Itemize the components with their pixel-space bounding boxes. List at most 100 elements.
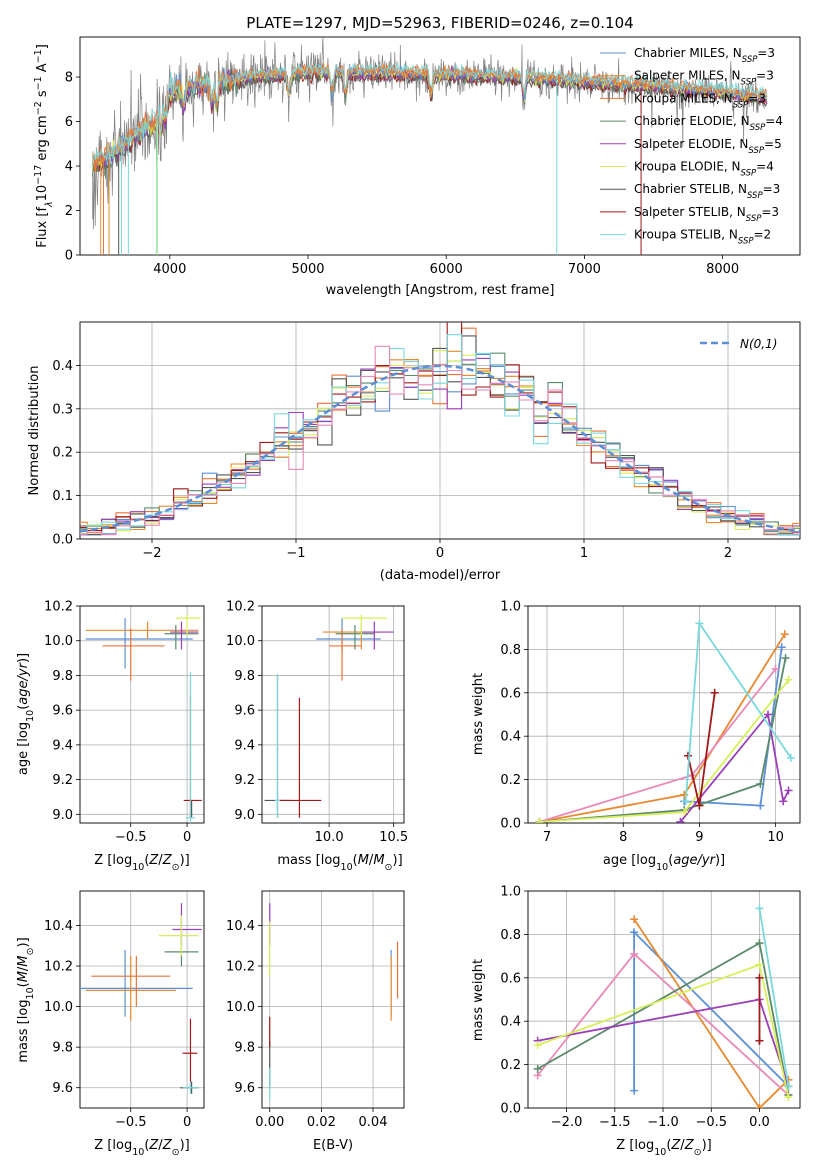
weight_vs_age-panel: 7 8 9 10 0.0 0.2 0.4 0.6 0.8 1.0 age [log10(age/yr… bbox=[471, 600, 801, 873]
mass_vs_EBV-ytick-label: 10.0 bbox=[226, 1000, 255, 1015]
weight_vs_Z-ytick-label: 0.0 bbox=[500, 1102, 521, 1117]
spectrum-xlabel: wavelength [Angstrom, rest frame] bbox=[326, 283, 555, 298]
mass_vs_EBV-ytick-label: 9.6 bbox=[234, 1081, 255, 1096]
mass_vs_EBV-panel: 0.00 0.02 0.04 9.6 9.8 10.0 10.2 10.4 E(B-V) bbox=[226, 890, 405, 1153]
mass_vs_Z-ytick-label: 10.4 bbox=[44, 919, 73, 934]
age_vs_Z-ytick-label: 10.0 bbox=[44, 634, 73, 649]
spectrum-xtick-label: 4000 bbox=[153, 262, 186, 277]
weight_vs_Z-xtick-label: −0.5 bbox=[695, 1115, 727, 1130]
age-vs-mass-xlabel: mass [log10(M/M⊙)] bbox=[277, 853, 402, 873]
weight_vs_age-frame bbox=[527, 605, 801, 824]
mass_vs_EBV-ytick-label: 10.4 bbox=[226, 919, 255, 934]
mass-vs-Z-ylabel: mass [log10(M/M⊙)] bbox=[16, 937, 36, 1062]
residuals-ytick-label: 0.3 bbox=[52, 402, 73, 417]
weight_vs_Z-ytick-label: 0.2 bbox=[500, 1058, 521, 1073]
weight_vs_Z-xtick-label: −2.0 bbox=[551, 1115, 583, 1130]
weight_vs_age-ytick-label: 0.0 bbox=[500, 817, 521, 832]
spectrum-ytick-label: 4 bbox=[65, 160, 73, 175]
spectrum-panel: 4000 5000 6000 7000 8000 0 2 4 6 8 wavelength [Ang… bbox=[33, 36, 801, 298]
spectrum-ytick-label: 8 bbox=[65, 71, 73, 86]
weight-line bbox=[539, 633, 786, 823]
weight-vs-Z-ylabel: mass weight bbox=[471, 959, 486, 1041]
mass_vs_EBV-xtick-label: 0.04 bbox=[359, 1115, 388, 1130]
residual-hist-line bbox=[80, 350, 800, 535]
mass_vs_Z-points bbox=[80, 903, 202, 1094]
age_vs_Z-panel: −0.5 0 9.0 9.2 9.4 9.6 9.8 10.0 10.2 Z [log10(Z/Z… bbox=[16, 600, 205, 873]
residuals-ylabel: Normed distribution bbox=[27, 366, 42, 496]
weight_vs_Z-xtick-label: 0.0 bbox=[749, 1115, 770, 1130]
residuals-xtick-label: 1 bbox=[580, 546, 588, 561]
legend-label: Kroupa ELODIE, NSSP=4 bbox=[634, 160, 774, 179]
mass_vs_Z-xtick-label: −0.5 bbox=[115, 1115, 147, 1130]
weight-line bbox=[633, 918, 790, 1108]
residuals-panel: −2 −1 0 1 2 0.0 0.1 0.2 0.3 0.4 N(0,1) (data-model)… bbox=[27, 321, 801, 583]
residuals-xtick-label: 2 bbox=[724, 546, 732, 561]
mass_vs_Z-panel: −0.5 0 9.6 9.8 10.0 10.2 10.4 Z [log10(Z/Z⊙)] ma… bbox=[16, 890, 205, 1158]
age_vs_Z-xtick-label: −0.5 bbox=[115, 830, 147, 845]
weight_vs_age-xtick-label: 10 bbox=[767, 830, 784, 845]
age_vs_mass-ytick-label: 10.0 bbox=[226, 634, 255, 649]
weight-line bbox=[684, 647, 783, 807]
weight_vs_Z-ytick-label: 0.8 bbox=[500, 928, 521, 943]
legend-label: Kroupa STELIB, NSSP=2 bbox=[634, 228, 771, 247]
age_vs_Z-frame bbox=[79, 605, 205, 824]
age_vs_mass-frame bbox=[261, 605, 405, 824]
weight_vs_Z-xtick-label: −1.0 bbox=[647, 1115, 679, 1130]
legend-label: Chabrier ELODIE, NSSP=4 bbox=[634, 114, 783, 133]
age_vs_Z-points bbox=[85, 614, 202, 823]
weight_vs_Z-xtick-label: −1.5 bbox=[599, 1115, 631, 1130]
figure-title: PLATE=1297, MJD=52963, FIBERID=0246, z=0… bbox=[246, 14, 633, 32]
spectrum-xtick-label: 7000 bbox=[568, 262, 601, 277]
residuals-frame bbox=[79, 321, 801, 540]
weight-vs-age-ylabel: mass weight bbox=[471, 673, 486, 755]
residuals-ytick-label: 0.0 bbox=[52, 533, 73, 548]
residuals-xlabel: (data-model)/error bbox=[380, 568, 501, 583]
weight_vs_age-xtick-label: 7 bbox=[543, 830, 551, 845]
mass-vs-Z-xlabel: Z [log10(Z/Z⊙)] bbox=[94, 1138, 189, 1158]
residual-histograms bbox=[80, 322, 800, 536]
weight-line bbox=[758, 908, 790, 1087]
weight_vs_age-ytick-label: 0.8 bbox=[500, 643, 521, 658]
age_vs_mass-ytick-label: 9.2 bbox=[234, 773, 255, 788]
spectrum-ylabel: Flux [fλ10−17 erg cm−2 s−1 A−1] bbox=[33, 44, 55, 248]
age_vs_Z-xtick-label: 0 bbox=[183, 830, 191, 845]
spectrum-data-line bbox=[92, 37, 765, 230]
mass_vs_EBV-ytick-label: 10.2 bbox=[226, 960, 255, 975]
mass_vs_Z-ytick-label: 9.6 bbox=[52, 1081, 73, 1096]
age-vs-Z-ylabel: age [log10(age/yr)] bbox=[16, 653, 36, 775]
mass_vs_EBV-frame bbox=[261, 890, 405, 1109]
mass_vs_EBV-ytick-label: 9.8 bbox=[234, 1041, 255, 1056]
mass_vs_Z-xtick-label: 0 bbox=[183, 1115, 191, 1130]
weight_vs_Z-frame bbox=[527, 890, 801, 1109]
legend-label: Chabrier STELIB, NSSP=3 bbox=[634, 182, 780, 201]
residuals-xtick-label: −2 bbox=[142, 546, 161, 561]
residuals-xtick-label: −1 bbox=[286, 546, 305, 561]
weight_vs_Z-ytick-label: 0.6 bbox=[500, 971, 521, 986]
spectrum-xtick-label: 8000 bbox=[706, 262, 739, 277]
age_vs_mass-panel: 10.0 10.5 9.0 9.2 9.4 9.6 9.8 10.0 10.2 mass [log… bbox=[226, 600, 408, 873]
weight_vs_Z-panel: −2.0 −1.5 −1.0 −0.5 0.0 0.0 0.2 0.4 0.6 0.8 1.0 Z [… bbox=[471, 885, 801, 1158]
gaussian-legend-label: N(0,1) bbox=[740, 337, 777, 351]
weight_vs_Z-ytick-label: 1.0 bbox=[500, 885, 521, 900]
mass_vs_Z-frame bbox=[79, 890, 205, 1109]
weight_vs_Z-lines bbox=[533, 904, 793, 1108]
mass_vs_Z-ytick-label: 10.2 bbox=[44, 960, 73, 975]
weight-line bbox=[539, 657, 787, 823]
age_vs_mass-ytick-label: 9.0 bbox=[234, 808, 255, 823]
age_vs_mass-xtick-label: 10.5 bbox=[379, 830, 408, 845]
residuals-ytick-label: 0.4 bbox=[52, 359, 73, 374]
spectrum-xtick-label: 5000 bbox=[291, 262, 324, 277]
residuals-xtick-label: 0 bbox=[436, 546, 444, 561]
age_vs_mass-points bbox=[264, 614, 394, 818]
age_vs_Z-ytick-label: 9.0 bbox=[52, 808, 73, 823]
weight_vs_age-ytick-label: 0.4 bbox=[500, 730, 521, 745]
age_vs_mass-ytick-label: 9.6 bbox=[234, 704, 255, 719]
age_vs_mass-ytick-label: 9.4 bbox=[234, 738, 255, 753]
spectrum-ytick-label: 0 bbox=[65, 249, 73, 264]
spectrum-frame bbox=[79, 36, 801, 256]
weight-line bbox=[679, 712, 790, 823]
weight_vs_age-ytick-label: 1.0 bbox=[500, 600, 521, 615]
weight_vs_Z-ytick-label: 0.4 bbox=[500, 1015, 521, 1030]
residuals-ytick-label: 0.1 bbox=[52, 489, 73, 504]
